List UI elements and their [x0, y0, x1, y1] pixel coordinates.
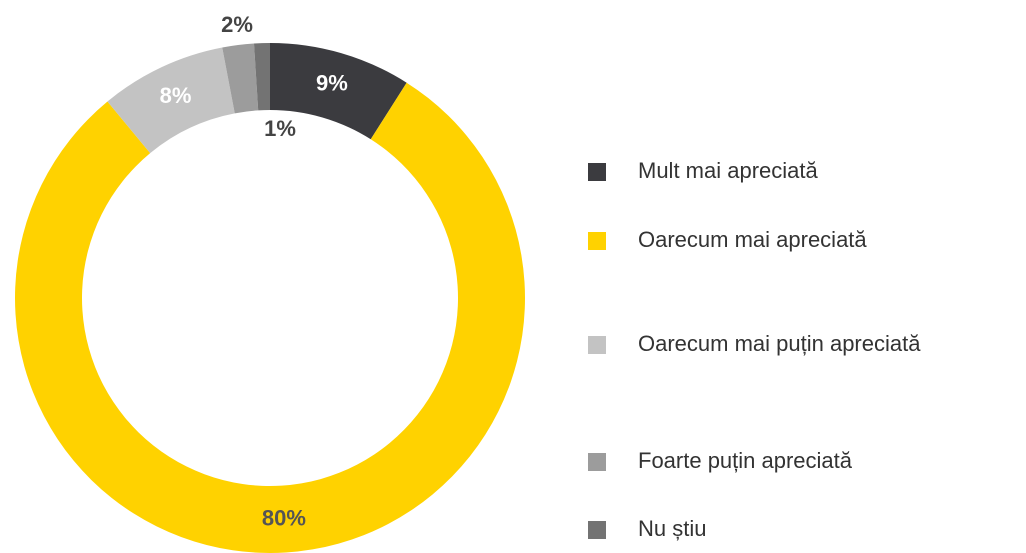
- value-label: 9%: [316, 71, 348, 96]
- value-label: 80%: [262, 505, 306, 530]
- legend-label: Mult mai apreciată: [638, 158, 819, 183]
- value-label: 1%: [264, 116, 296, 141]
- slice: [270, 43, 407, 140]
- legend-label: Oarecum mai apreciată: [638, 227, 867, 252]
- legend-label: Foarte puțin apreciată: [638, 448, 853, 473]
- legend-swatch: [588, 453, 606, 471]
- legend-swatch: [588, 163, 606, 181]
- slice: [253, 43, 270, 111]
- slice: [14, 82, 525, 553]
- value-label: 2%: [221, 12, 253, 37]
- legend-label: Oarecum mai puțin apreciată: [638, 331, 921, 356]
- legend-swatch: [588, 336, 606, 354]
- value-label: 8%: [160, 83, 192, 108]
- legend-swatch: [588, 232, 606, 250]
- legend-swatch: [588, 521, 606, 539]
- slice: [222, 43, 259, 114]
- slice: [107, 47, 235, 154]
- legend-label: Nu știu: [638, 516, 706, 541]
